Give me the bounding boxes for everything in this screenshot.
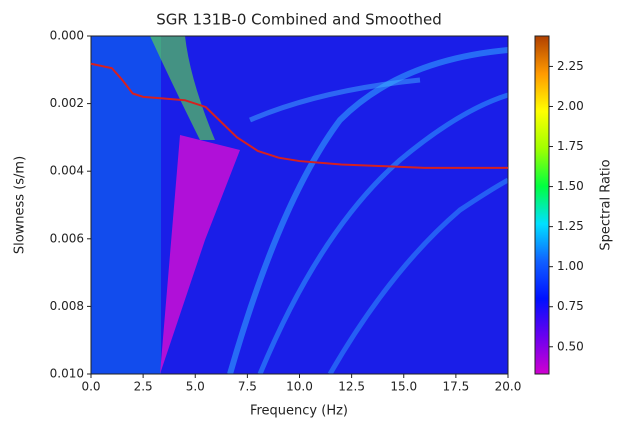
colorbar <box>534 35 550 375</box>
y-axis-label: Slowness (s/m) <box>13 156 28 254</box>
colorbar-tick-label: 0.75 <box>557 299 584 313</box>
x-tick-label: 5.0 <box>186 380 205 394</box>
colorbar-tick-label: 2.25 <box>557 59 584 73</box>
colorbar-tick-label: 1.25 <box>557 219 584 233</box>
colorbar-label: Spectral Ratio <box>599 159 614 250</box>
line <box>90 62 508 169</box>
x-tick-label: 12.5 <box>338 380 365 394</box>
x-tick-label: 17.5 <box>443 380 470 394</box>
chart-title: SGR 131B-0 Combined and Smoothed <box>156 11 442 29</box>
x-tick-label: 20.0 <box>495 380 522 394</box>
y-tick-label: 0.006 <box>50 231 84 245</box>
y-tick-label: 0.008 <box>50 299 84 313</box>
x-tick-label: 7.5 <box>238 380 257 394</box>
colorbar-tick-label: 2.00 <box>557 99 584 113</box>
colorbar-tick-label: 1.00 <box>557 259 584 273</box>
x-axis-label: Frequency (Hz) <box>250 404 348 419</box>
x-tick-label: 0.0 <box>81 380 100 394</box>
colorbar-tick-label: 1.50 <box>557 179 584 193</box>
colorbar-tick-label: 1.75 <box>557 139 584 153</box>
heatmap <box>91 36 508 374</box>
x-tick-label: 2.5 <box>134 380 153 394</box>
y-tick-label: 0.010 <box>50 367 84 381</box>
x-tick-label: 10.0 <box>286 380 313 394</box>
y-tick-label: 0.000 <box>50 29 84 43</box>
x-tick-label: 15.0 <box>390 380 417 394</box>
y-tick-label: 0.002 <box>50 96 84 110</box>
colorbar-tick-label: 0.50 <box>557 339 584 353</box>
y-tick-label: 0.004 <box>50 164 84 178</box>
